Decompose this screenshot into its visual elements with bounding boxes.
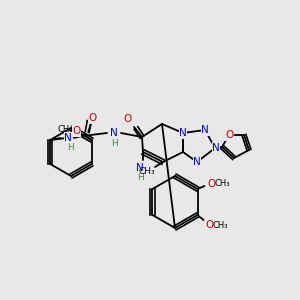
- Text: N: N: [136, 163, 144, 173]
- Text: O: O: [207, 179, 216, 189]
- Text: N: N: [212, 143, 220, 153]
- Text: N: N: [193, 157, 201, 167]
- Text: N: N: [179, 128, 187, 138]
- Text: O: O: [73, 126, 81, 136]
- Text: O: O: [225, 130, 233, 140]
- Text: H: H: [136, 173, 143, 182]
- Text: N: N: [110, 128, 118, 138]
- Text: H: H: [67, 142, 74, 152]
- Text: N: N: [201, 125, 209, 135]
- Text: CH₃: CH₃: [57, 125, 73, 134]
- Text: CH₃: CH₃: [213, 220, 228, 230]
- Text: N: N: [64, 133, 72, 143]
- Text: O: O: [88, 113, 96, 123]
- Text: O: O: [124, 114, 132, 124]
- Text: CH₃: CH₃: [139, 167, 155, 176]
- Text: H: H: [112, 139, 118, 148]
- Text: O: O: [206, 220, 214, 230]
- Text: CH₃: CH₃: [215, 179, 230, 188]
